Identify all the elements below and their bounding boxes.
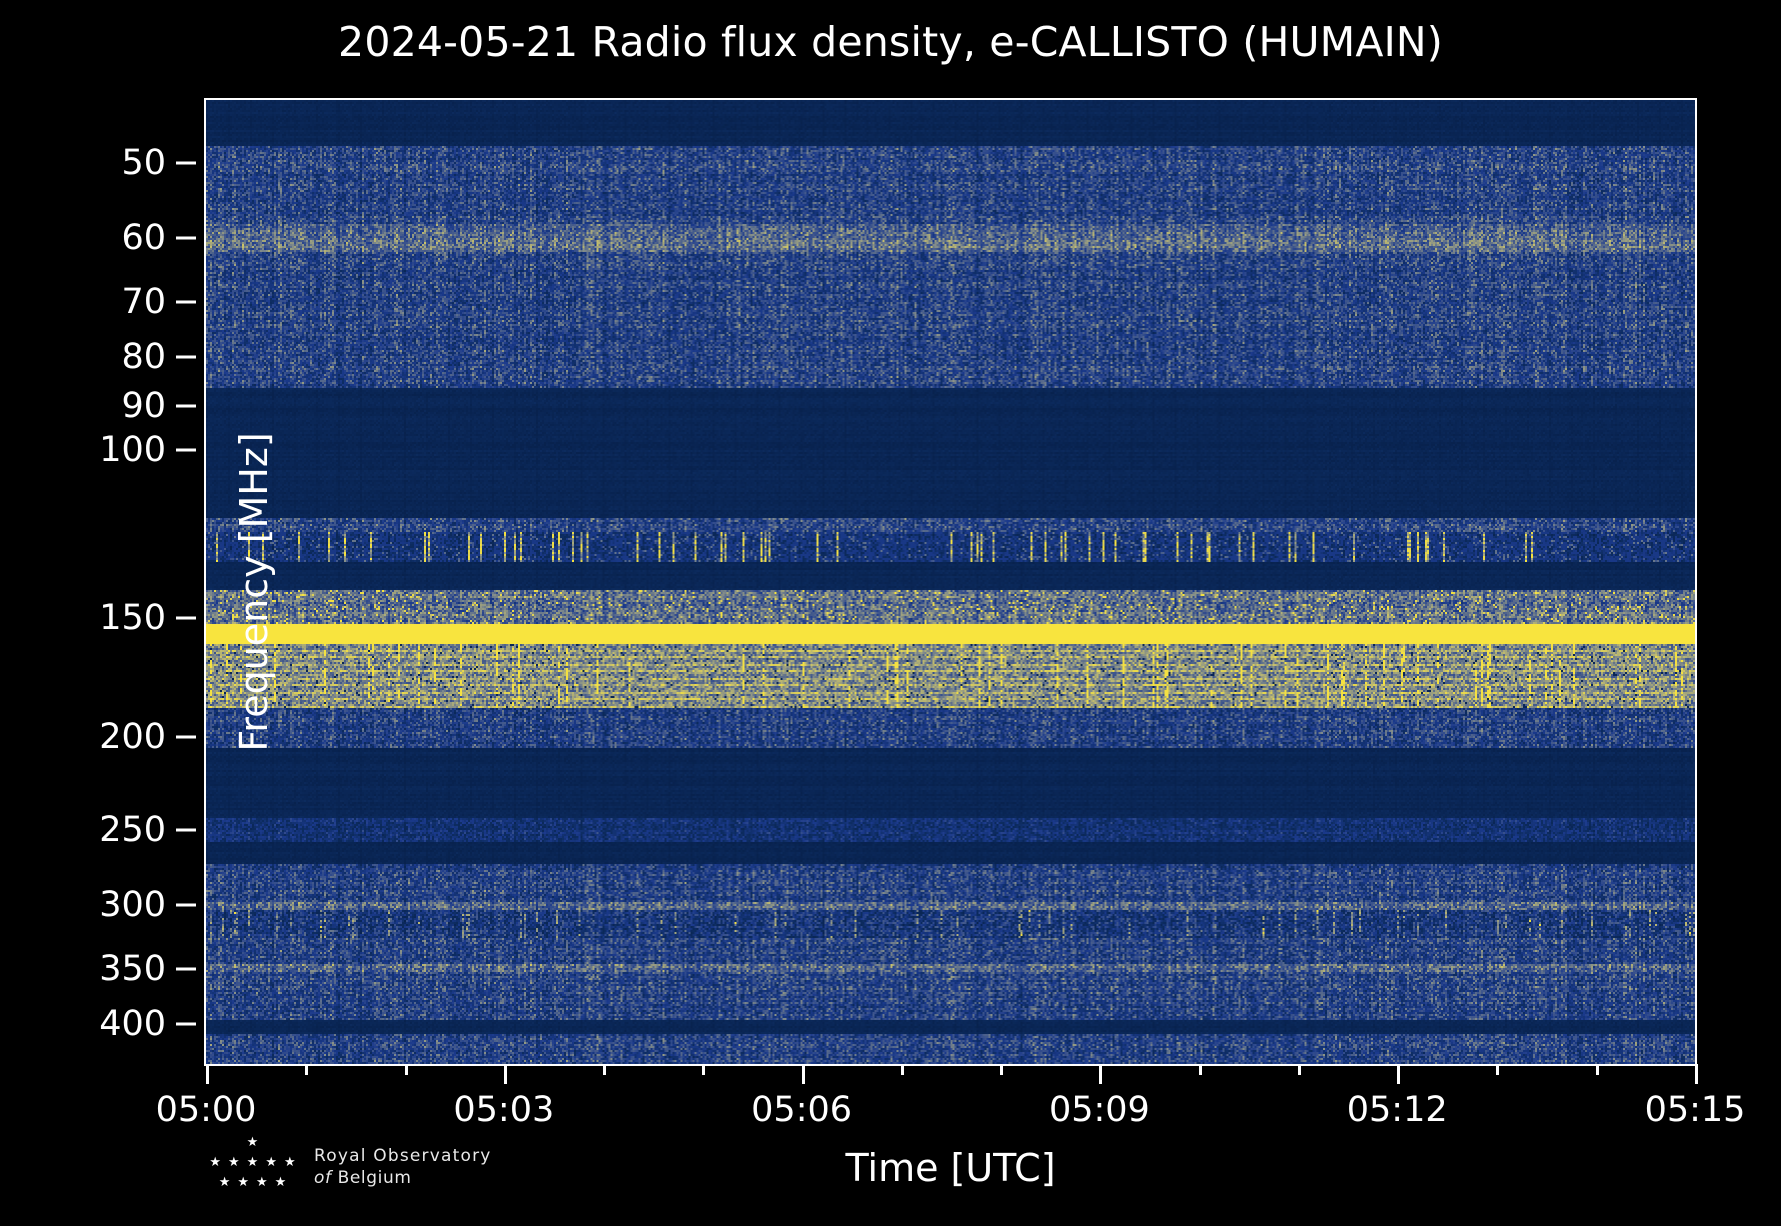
y-tick-mark — [176, 903, 196, 907]
x-tick-label: 05:12 — [1346, 1090, 1448, 1130]
logo-of: of — [314, 1168, 332, 1188]
y-tick-mark — [176, 236, 196, 240]
page-title: 2024-05-21 Radio flux density, e-CALLIST… — [338, 18, 1443, 66]
stars-icon: ★ ★★★★★ ★★★★ — [196, 1136, 316, 1198]
y-tick-mark — [176, 404, 196, 408]
y-axis-title: Frequency [MHz] — [232, 432, 276, 752]
x-tick-minor — [305, 1064, 309, 1075]
x-tick-minor — [1198, 1064, 1202, 1075]
x-tick-major — [206, 1064, 209, 1084]
royal-observatory-logo: ★ ★★★★★ ★★★★ Royal Observatory of Belgiu… — [196, 1136, 616, 1206]
y-tick-mark — [176, 828, 196, 832]
x-axis-title: Time [UTC] — [845, 1146, 1056, 1190]
spectrogram-plot[interactable]: Frequency [MHz] — [206, 100, 1695, 1064]
x-tick-minor — [1297, 1064, 1301, 1075]
y-tick-label: 80 — [121, 337, 166, 378]
y-tick-mark — [176, 1022, 196, 1026]
x-axis-ticks: 05:00 05:03 05:06 05:09 05:12 05:15 — [156, 1064, 1745, 1130]
x-tick-major — [1695, 1064, 1698, 1084]
y-tick-label: 50 — [121, 142, 166, 183]
spectrogram-image — [206, 100, 1695, 1064]
y-tick-mark — [176, 300, 196, 304]
x-tick-label: 05:15 — [1644, 1090, 1746, 1130]
x-tick-minor — [603, 1064, 607, 1075]
logo-line-2: of Belgium — [314, 1167, 614, 1189]
x-tick-major — [801, 1064, 805, 1084]
x-tick-major — [1099, 1064, 1103, 1084]
y-tick-mark — [176, 967, 196, 971]
y-tick-label: 90 — [121, 386, 166, 427]
x-tick-minor — [702, 1064, 706, 1075]
y-tick-mark — [176, 355, 196, 359]
y-tick-mark — [176, 448, 196, 452]
x-tick-major — [503, 1064, 507, 1084]
y-tick-label: 100 — [99, 429, 166, 470]
x-tick-label: 05:09 — [1048, 1090, 1150, 1130]
y-tick-label: 250 — [99, 809, 166, 850]
y-tick-label: 350 — [99, 949, 166, 990]
x-tick-minor — [1496, 1064, 1500, 1075]
star-row-3: ★★★★ — [218, 1175, 294, 1190]
logo-belgium: Belgium — [337, 1168, 412, 1188]
x-tick-minor — [1000, 1064, 1004, 1075]
y-tick-label: 70 — [121, 281, 166, 322]
x-tick-minor — [1595, 1064, 1599, 1075]
x-tick-label: 05:06 — [751, 1090, 853, 1130]
star-row-1: ★ — [246, 1135, 266, 1150]
y-tick-label: 200 — [99, 717, 166, 758]
x-tick-minor — [404, 1064, 408, 1075]
x-tick-label: 05:03 — [453, 1090, 555, 1130]
y-tick-label: 300 — [99, 885, 166, 926]
logo-text: Royal Observatory of Belgium — [314, 1146, 614, 1189]
x-tick-major — [1397, 1064, 1401, 1084]
spectrogram-canvas — [206, 100, 1695, 1064]
y-tick-mark — [176, 161, 196, 165]
y-tick-mark — [176, 735, 196, 739]
y-tick-label: 150 — [99, 597, 166, 638]
y-tick-label: 400 — [99, 1004, 166, 1045]
y-tick-label: 60 — [121, 218, 166, 259]
y-tick-mark — [176, 616, 196, 620]
star-row-2: ★★★★★ — [209, 1155, 303, 1170]
logo-line-1: Royal Observatory — [314, 1146, 492, 1166]
x-tick-minor — [900, 1064, 904, 1075]
y-axis-ticks: 50 60 70 80 90 100 150 200 250 300 350 400 — [0, 100, 196, 1064]
x-tick-label: 05:00 — [155, 1090, 257, 1130]
